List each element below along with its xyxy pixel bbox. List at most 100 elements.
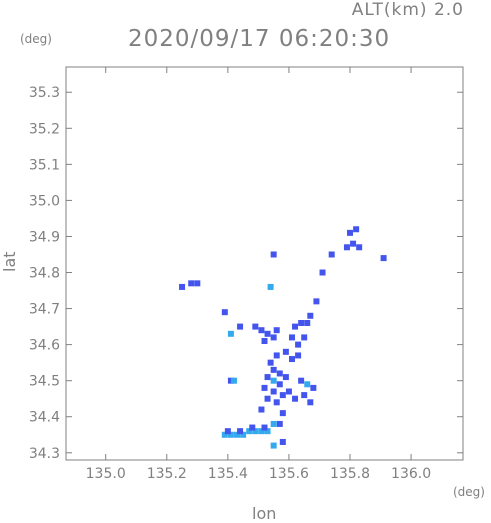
echo-cell <box>221 309 228 316</box>
echo-cell <box>276 370 283 377</box>
y-unit-label: (deg) <box>20 32 52 46</box>
echo-cell <box>252 428 259 435</box>
echo-cell <box>230 377 237 384</box>
echo-cell <box>270 420 277 427</box>
y-tick-label: 34.5 <box>29 374 60 390</box>
y-tick-label: 35.3 <box>29 85 60 101</box>
echo-cell <box>279 410 286 417</box>
echo-cell <box>292 323 299 330</box>
timestamp-title: 2020/09/17 06:20:30 <box>128 26 391 52</box>
echo-cell <box>282 374 289 381</box>
echo-cell <box>264 428 271 435</box>
x-tick-label: 135.0 <box>86 466 126 482</box>
echo-cell <box>298 377 305 384</box>
echo-cell <box>298 319 305 326</box>
y-tick-label: 35.2 <box>29 121 60 137</box>
echo-cell <box>224 428 231 435</box>
echo-cell <box>353 226 360 233</box>
echo-cell <box>237 428 244 435</box>
echo-cell <box>292 395 299 402</box>
echo-cell <box>380 255 387 262</box>
echo-cell <box>307 399 314 406</box>
echo-cell <box>313 298 320 305</box>
y-tick-label: 34.9 <box>29 229 60 245</box>
echo-cell <box>350 240 357 247</box>
y-axis-ticks: 34.3 34.4 34.5 34.6 34.7 34.8 34.9 35.0 35.1 35.2… <box>29 85 463 462</box>
echo-cell <box>264 395 271 402</box>
echo-cell <box>246 428 253 435</box>
echo-cell <box>258 406 265 413</box>
echo-cell <box>279 438 286 445</box>
echo-cell <box>307 312 314 319</box>
echo-cell <box>304 319 311 326</box>
echo-cell <box>179 283 186 290</box>
y-tick-label: 34.8 <box>29 266 60 282</box>
echo-cell <box>343 244 350 251</box>
altitude-label: ALT(km) 2.0 <box>351 0 464 20</box>
echo-cell <box>240 431 247 438</box>
plot-frame <box>65 66 464 461</box>
echo-cell <box>261 424 268 431</box>
echo-cell <box>356 244 363 251</box>
y-tick-label: 34.7 <box>29 302 60 318</box>
echo-cell <box>270 366 277 373</box>
echo-cell <box>194 280 201 287</box>
echo-cell <box>227 377 234 384</box>
x-tick-label: 135.8 <box>330 466 370 482</box>
echo-cell <box>319 269 326 276</box>
echo-cell <box>328 251 335 258</box>
echo-cell <box>270 388 277 395</box>
echo-cell <box>237 323 244 330</box>
echo-cell <box>249 424 256 431</box>
echo-cell <box>301 334 308 341</box>
echo-cell <box>252 323 259 330</box>
echo-cell <box>221 431 228 438</box>
echo-cell <box>295 341 302 348</box>
echo-cell <box>261 338 268 345</box>
echo-cells <box>179 226 387 449</box>
echo-cell <box>267 359 274 366</box>
echo-cell <box>227 330 234 337</box>
x-axis-ticks: 135.0 135.2 135.4 135.6 135.8 136.0 <box>86 67 431 482</box>
echo-cell <box>279 392 286 399</box>
echo-cell <box>282 348 289 355</box>
y-tick-label: 34.3 <box>29 446 60 462</box>
echo-cell <box>270 377 277 384</box>
x-tick-label: 136.0 <box>391 466 431 482</box>
x-axis-label: lon <box>252 504 277 523</box>
echo-cell <box>276 381 283 388</box>
echo-cell <box>288 334 295 341</box>
x-tick-label: 135.2 <box>147 466 187 482</box>
echo-cell <box>270 442 277 449</box>
echo-cell <box>234 431 241 438</box>
x-unit-label: (deg) <box>453 485 485 499</box>
echo-cell <box>227 431 234 438</box>
y-tick-label: 34.6 <box>29 338 60 354</box>
echo-cell <box>310 384 317 391</box>
echo-cell <box>295 352 302 359</box>
echo-cell <box>258 327 265 334</box>
echo-cell <box>285 388 292 395</box>
echo-cell <box>188 280 195 287</box>
echo-cell <box>258 428 265 435</box>
x-tick-label: 135.6 <box>269 466 309 482</box>
echo-cell <box>276 420 283 427</box>
x-tick-label: 135.4 <box>208 466 248 482</box>
echo-cell <box>267 283 274 290</box>
echo-cell <box>288 356 295 363</box>
echo-cell <box>301 392 308 399</box>
y-tick-label: 34.4 <box>29 410 60 426</box>
echo-cell <box>270 251 277 258</box>
echo-cell <box>264 374 271 381</box>
echo-cell <box>273 327 280 334</box>
echo-cell <box>273 399 280 406</box>
echo-cell <box>261 384 268 391</box>
echo-cell <box>270 334 277 341</box>
echo-cell <box>304 381 311 388</box>
echo-cell <box>264 330 271 337</box>
y-tick-label: 35.0 <box>29 193 60 209</box>
y-tick-label: 35.1 <box>29 157 60 173</box>
echo-cell <box>273 352 280 359</box>
echo-cell <box>347 229 354 236</box>
